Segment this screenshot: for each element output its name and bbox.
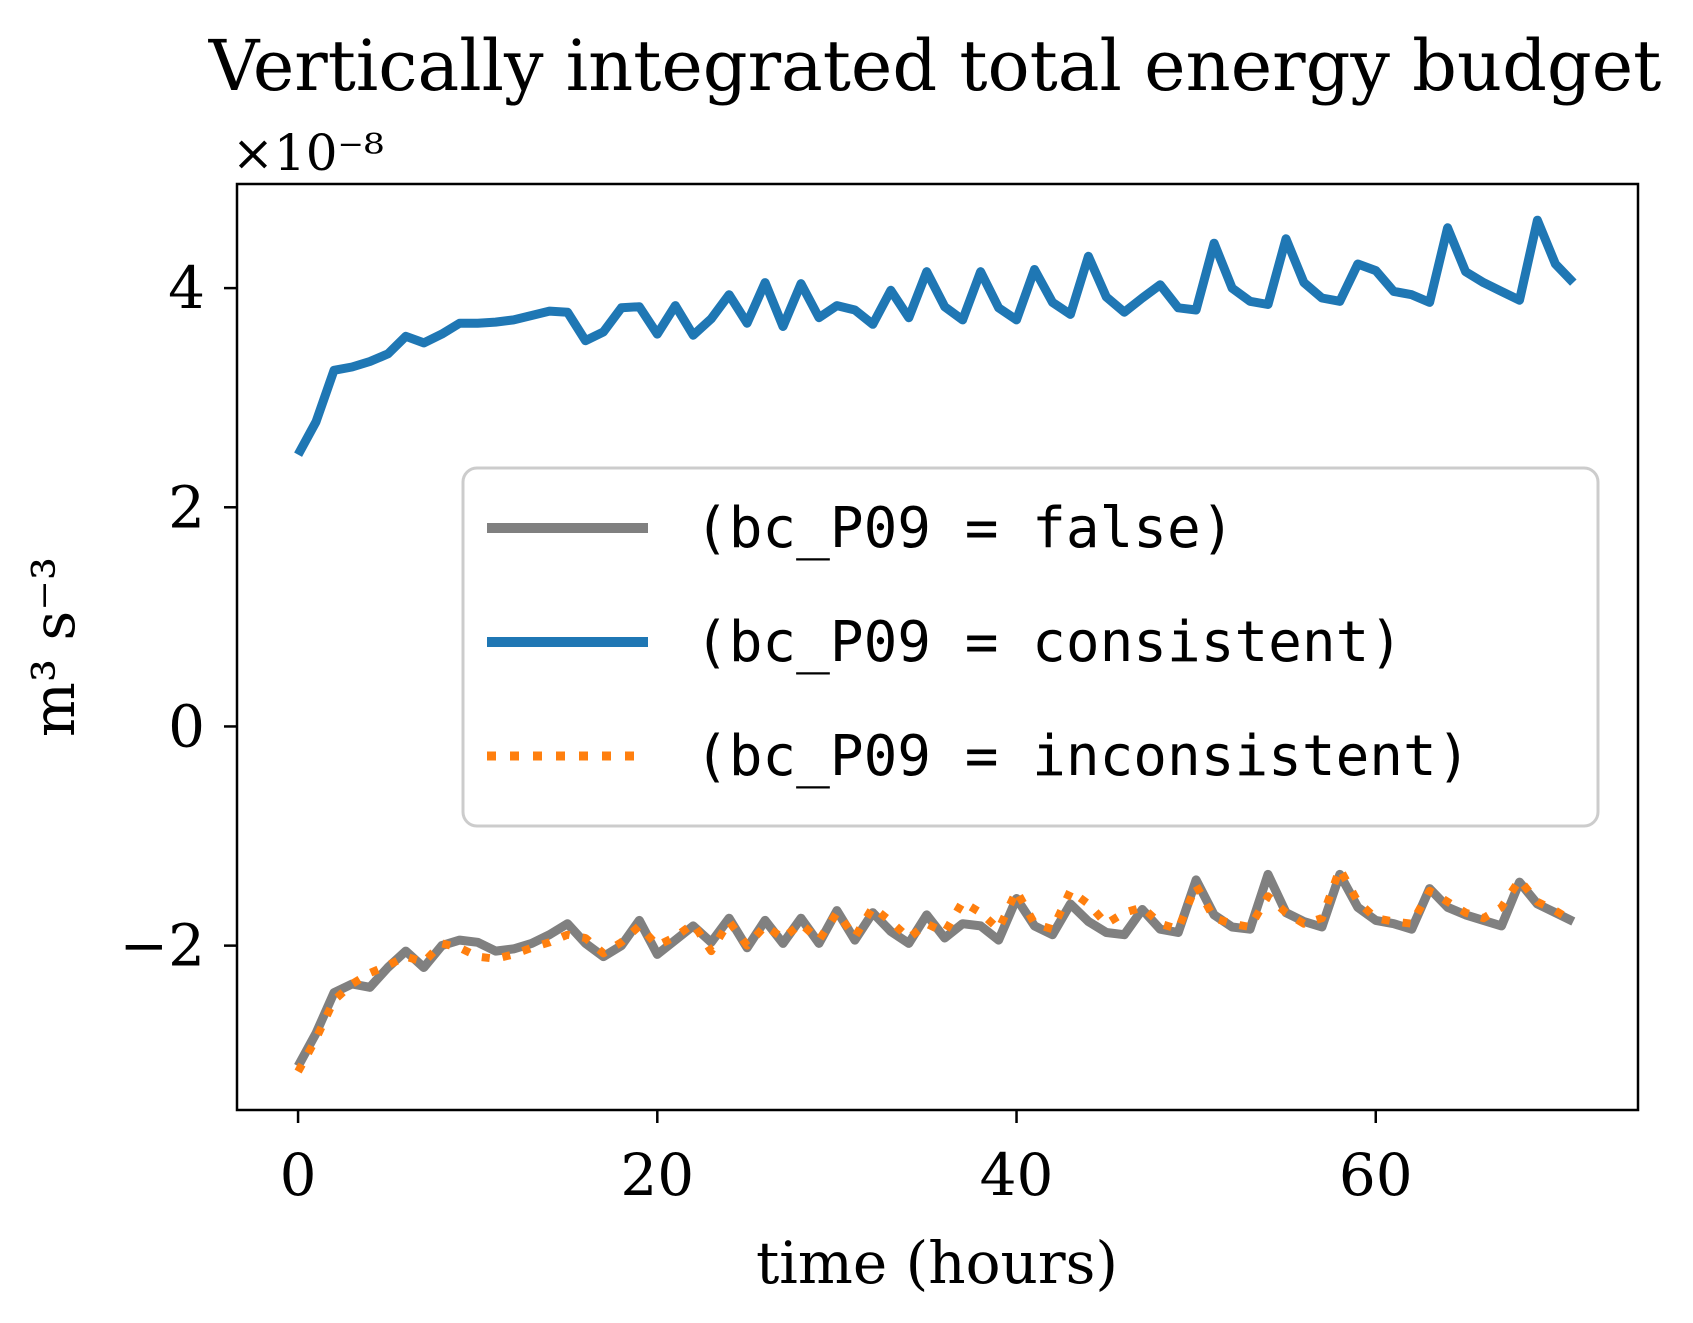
series-layer bbox=[294, 215, 1577, 1074]
y-tick-label: 2 bbox=[168, 473, 205, 541]
legend-box bbox=[461, 466, 1600, 828]
x-tick-label: 20 bbox=[620, 1141, 694, 1209]
legend-label-2: (bc_P09 = inconsistent) bbox=[695, 724, 1470, 789]
y-tick-label: 4 bbox=[168, 254, 205, 322]
x-tick-label: 0 bbox=[280, 1141, 317, 1209]
series-line-2 bbox=[294, 864, 1576, 1074]
y-axis-label: m³ s⁻³ bbox=[20, 557, 88, 737]
plot-area-frame bbox=[235, 182, 1640, 1112]
series-line-1 bbox=[294, 215, 1577, 457]
y-axis-multiplier: ×10⁻⁸ bbox=[232, 124, 384, 182]
y-tick-label: −2 bbox=[120, 912, 206, 980]
y-tick-label: 0 bbox=[168, 692, 205, 760]
x-tick-label: 60 bbox=[1339, 1141, 1413, 1209]
x-tick-label: 40 bbox=[980, 1141, 1054, 1209]
legend: (bc_P09 = false) (bc_P09 = consistent) (bc… bbox=[461, 466, 1600, 828]
x-axis-label: time (hours) bbox=[756, 1229, 1118, 1297]
legend-label-1: (bc_P09 = consistent) bbox=[695, 610, 1403, 675]
legend-label-0: (bc_P09 = false) bbox=[695, 496, 1234, 561]
chart-title: Vertically integrated total energy budge… bbox=[208, 25, 1662, 107]
ticks-layer: 0 20 40 60 −2 0 2 4 bbox=[120, 254, 1413, 1209]
